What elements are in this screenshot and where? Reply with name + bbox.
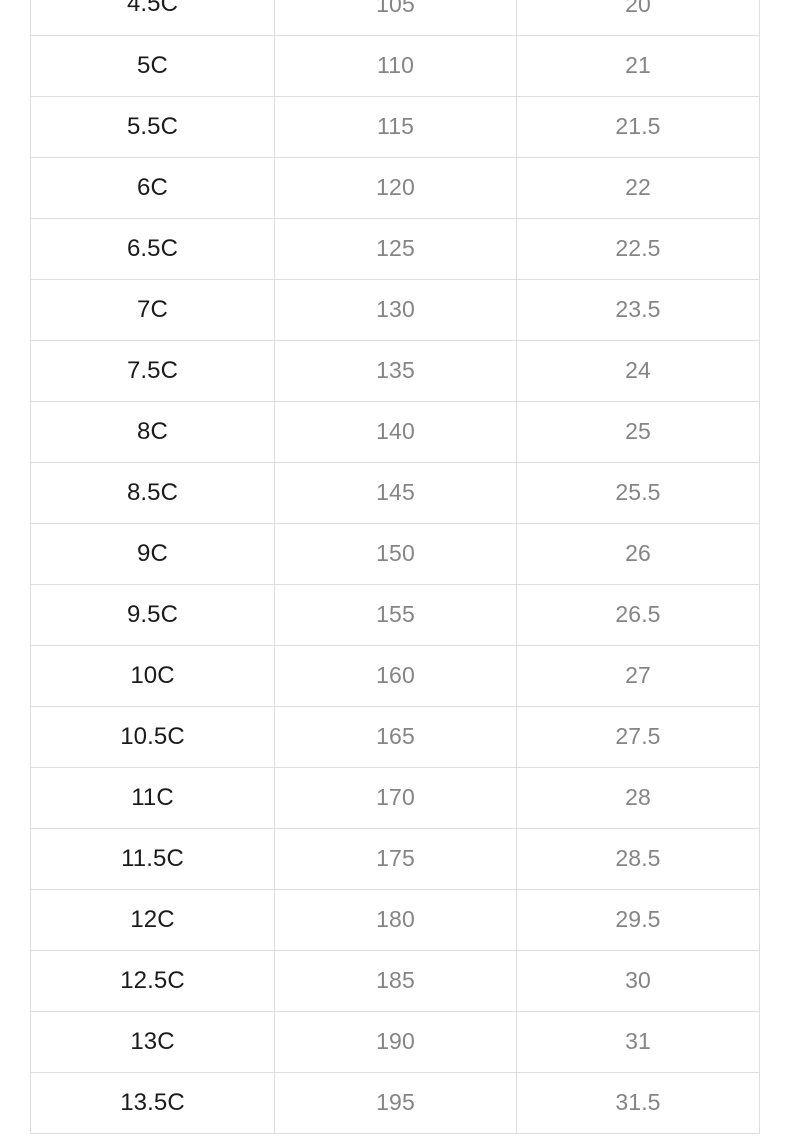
table-scroll-container: 4.5C 105 20 5C 110 21 5.5C 115 21.5 6C 120 22 6.5C 12… [30, 0, 760, 1134]
cell-size: 6C [30, 157, 275, 219]
cell-eu-size: 23.5 [516, 279, 760, 341]
cell-length-mm: 105 [274, 0, 517, 36]
cell-size: 7.5C [30, 340, 275, 402]
cell-length-mm: 135 [274, 340, 517, 402]
cell-length-mm: 160 [274, 645, 517, 707]
table-row: 11C 170 28 [30, 767, 760, 829]
table-row: 13.5C 195 31.5 [30, 1072, 760, 1134]
cell-size: 11C [30, 767, 275, 829]
cell-length-mm: 175 [274, 828, 517, 890]
cell-size: 8C [30, 401, 275, 463]
cell-length-mm: 115 [274, 96, 517, 158]
cell-length-mm: 185 [274, 950, 517, 1012]
table-row: 6C 120 22 [30, 157, 760, 219]
table-row: 10C 160 27 [30, 645, 760, 707]
cell-eu-size: 27.5 [516, 706, 760, 768]
cell-length-mm: 120 [274, 157, 517, 219]
cell-eu-size: 26 [516, 523, 760, 585]
table-row: 8.5C 145 25.5 [30, 462, 760, 524]
cell-size: 13.5C [30, 1072, 275, 1134]
table-row: 13C 190 31 [30, 1011, 760, 1073]
cell-eu-size: 31.5 [516, 1072, 760, 1134]
cell-size: 10.5C [30, 706, 275, 768]
cell-size: 4.5C [30, 0, 275, 36]
cell-eu-size: 28.5 [516, 828, 760, 890]
cell-length-mm: 170 [274, 767, 517, 829]
table-body: 4.5C 105 20 5C 110 21 5.5C 115 21.5 6C 120 22 6.5C 12… [30, 0, 760, 1134]
cell-length-mm: 130 [274, 279, 517, 341]
table-row: 12.5C 185 30 [30, 950, 760, 1012]
cell-size: 12C [30, 889, 275, 951]
cell-length-mm: 195 [274, 1072, 517, 1134]
cell-length-mm: 140 [274, 401, 517, 463]
cell-size: 9.5C [30, 584, 275, 646]
table-row: 12C 180 29.5 [30, 889, 760, 951]
cell-size: 10C [30, 645, 275, 707]
table-row: 4.5C 105 20 [30, 0, 760, 36]
cell-size: 11.5C [30, 828, 275, 890]
cell-eu-size: 20 [516, 0, 760, 36]
cell-size: 12.5C [30, 950, 275, 1012]
cell-length-mm: 155 [274, 584, 517, 646]
cell-length-mm: 150 [274, 523, 517, 585]
table-row: 5C 110 21 [30, 35, 760, 97]
table-row: 11.5C 175 28.5 [30, 828, 760, 890]
cell-eu-size: 26.5 [516, 584, 760, 646]
cell-length-mm: 125 [274, 218, 517, 280]
table-row: 7C 130 23.5 [30, 279, 760, 341]
table-row: 10.5C 165 27.5 [30, 706, 760, 768]
table-row: 9.5C 155 26.5 [30, 584, 760, 646]
cell-eu-size: 22 [516, 157, 760, 219]
cell-size: 8.5C [30, 462, 275, 524]
cell-eu-size: 28 [516, 767, 760, 829]
cell-eu-size: 21 [516, 35, 760, 97]
table-row: 8C 140 25 [30, 401, 760, 463]
cell-eu-size: 21.5 [516, 96, 760, 158]
cell-size: 5.5C [30, 96, 275, 158]
cell-size: 6.5C [30, 218, 275, 280]
cell-eu-size: 31 [516, 1011, 760, 1073]
cell-eu-size: 27 [516, 645, 760, 707]
cell-eu-size: 24 [516, 340, 760, 402]
cell-size: 9C [30, 523, 275, 585]
table-row: 7.5C 135 24 [30, 340, 760, 402]
cell-eu-size: 25 [516, 401, 760, 463]
table-row: 9C 150 26 [30, 523, 760, 585]
cell-length-mm: 110 [274, 35, 517, 97]
cell-eu-size: 30 [516, 950, 760, 1012]
cell-length-mm: 145 [274, 462, 517, 524]
cell-eu-size: 25.5 [516, 462, 760, 524]
cell-eu-size: 29.5 [516, 889, 760, 951]
shoe-size-conversion-table: 4.5C 105 20 5C 110 21 5.5C 115 21.5 6C 120 22 6.5C 12… [30, 0, 760, 1134]
cell-length-mm: 190 [274, 1011, 517, 1073]
cell-length-mm: 165 [274, 706, 517, 768]
cell-size: 13C [30, 1011, 275, 1073]
table-row: 6.5C 125 22.5 [30, 218, 760, 280]
cell-size: 5C [30, 35, 275, 97]
cell-eu-size: 22.5 [516, 218, 760, 280]
cell-length-mm: 180 [274, 889, 517, 951]
cell-size: 7C [30, 279, 275, 341]
table-row: 5.5C 115 21.5 [30, 96, 760, 158]
